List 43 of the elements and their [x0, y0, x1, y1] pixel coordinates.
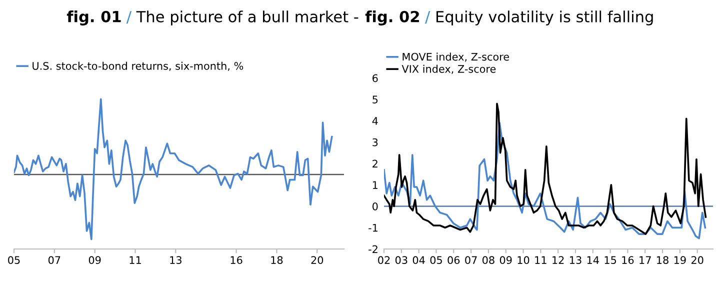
- x-tick-label: 17: [640, 256, 651, 264]
- chart-title: fig. 01 / The picture of a bull market -: [66, 10, 358, 26]
- y-tick-label: 2: [372, 160, 378, 168]
- x-tick-label: 18: [657, 256, 668, 264]
- x-tick-label: 19: [674, 256, 686, 264]
- legend-label: U.S. stock-to-bond returns, six-month, %: [32, 62, 244, 71]
- x-tick-label: 08: [482, 256, 494, 264]
- y-tick-label: 5: [372, 96, 378, 104]
- line-series: [384, 102, 707, 235]
- legend-label: VIX index, Z-score: [402, 64, 496, 74]
- chart-title: fig. 02 / Equity volatility is still falling: [365, 10, 653, 26]
- y-tick-label: -2: [368, 245, 378, 253]
- x-tick-label: 05: [430, 256, 442, 264]
- x-tick-label: 07: [465, 256, 477, 264]
- y-tick-label: 3: [372, 138, 378, 146]
- x-tick-label: 06: [448, 256, 460, 264]
- line-series: [384, 122, 706, 240]
- x-tick-label: 09: [500, 256, 512, 264]
- y-tick-label: 0: [372, 202, 378, 210]
- y-tick-label: 6: [372, 74, 378, 82]
- x-tick-label: 11: [130, 256, 141, 264]
- x-tick-label: 10: [518, 256, 530, 264]
- x-tick-label: 07: [48, 256, 60, 264]
- x-tick-label: 04: [412, 256, 425, 264]
- x-tick-label: 15: [604, 256, 616, 264]
- x-tick-label: 13: [170, 256, 182, 264]
- x-tick-label: 05: [8, 256, 20, 264]
- x-tick-label: 03: [395, 256, 408, 264]
- x-tick-label: 09: [88, 256, 101, 264]
- x-tick-label: 14: [587, 256, 599, 264]
- x-tick-label: 20: [691, 256, 704, 264]
- x-tick-label: 02: [378, 256, 390, 264]
- y-tick-label: 1: [372, 181, 378, 189]
- x-tick-label: 18: [271, 256, 283, 264]
- x-tick-label: 12: [552, 256, 564, 264]
- x-tick-label: 13: [570, 256, 582, 264]
- x-tick-label: 11: [535, 256, 546, 264]
- y-tick-label: 4: [372, 117, 378, 125]
- x-tick-label: 16: [230, 256, 242, 264]
- y-tick-label: -1: [368, 224, 378, 232]
- x-tick-label: 20: [311, 256, 324, 264]
- x-tick-label: 16: [622, 256, 634, 264]
- legend-label: MOVE index, Z-score: [402, 52, 509, 62]
